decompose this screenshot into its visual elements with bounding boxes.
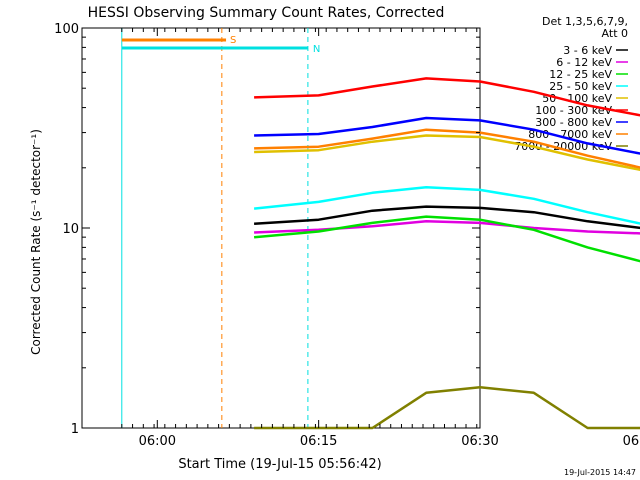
series-line-2 <box>253 215 640 263</box>
legend-label: 300 - 800 keV <box>535 116 612 129</box>
x-axis-label: Start Time (19-Jul-15 05:56:42) <box>178 457 381 472</box>
series-line-6 <box>254 116 640 155</box>
y-axis-label: Corrected Count Rate (s⁻¹ detector⁻¹) <box>29 129 43 355</box>
series-line-1 <box>254 220 640 235</box>
legend-label: 25 - 50 keV <box>549 80 612 93</box>
legend-label: 800 - 7000 keV <box>528 128 612 141</box>
y-tick-label: 100 <box>54 22 79 37</box>
legend-header-attenuator: Att 0 <box>602 27 628 40</box>
plot-frame <box>81 27 481 429</box>
series-line-8 <box>254 385 640 430</box>
x-tick-label: 06:00 <box>139 434 176 449</box>
y-axis: 1 10 100 <box>54 22 480 437</box>
chart-title: HESSI Observing Summary Count Rates, Cor… <box>88 5 445 21</box>
series-line-7 <box>254 128 640 169</box>
legend-label: 3 - 6 keV <box>563 44 612 57</box>
series-line-3 <box>253 185 640 225</box>
legend-label: 50 - 100 keV <box>542 92 612 105</box>
series-line-0 <box>254 205 640 230</box>
legend-label: 6 - 12 keV <box>556 56 612 69</box>
x-tick-label: 06:15 <box>300 434 337 449</box>
saa-marker-label: S <box>230 35 236 46</box>
y-tick-label: 1 <box>71 422 79 437</box>
footer-date: 19-Jul-2015 14:47 <box>564 468 636 477</box>
x-tick-label: 06:30 <box>461 434 498 449</box>
night-marker-label: N <box>313 44 320 55</box>
legend-header-detectors: Det 1,3,5,6,7,9, <box>542 15 628 28</box>
series-line-5 <box>254 77 640 117</box>
y-tick-label: 10 <box>62 222 79 237</box>
x-tick-label: 06:45 <box>623 434 640 449</box>
series-line-4 <box>254 134 640 172</box>
legend-label: 12 - 25 keV <box>549 68 612 81</box>
